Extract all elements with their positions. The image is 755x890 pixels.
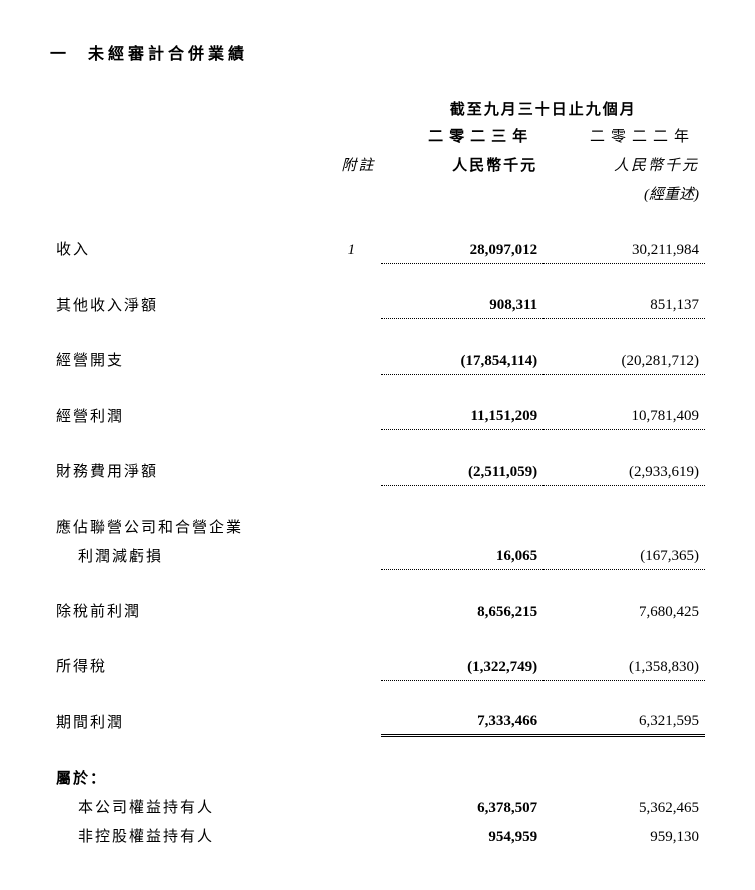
val-finance-cost-prior: (2,933,619) [543, 456, 705, 485]
label-share-assoc-1: 應佔聯營公司和合營企業 [50, 512, 321, 541]
section-number: 一 [50, 40, 80, 64]
section-title: 一 未經審計合併業績 [50, 40, 705, 64]
val-attrib-nci-prior: 959,130 [543, 821, 705, 850]
header-unit-current: 人民幣千元 [381, 150, 543, 179]
header-unit-prior: 人民幣千元 [543, 150, 705, 179]
row-attrib-nci: 非控股權益持有人 954,959 959,130 [50, 821, 705, 850]
label-pbt: 除稅前利潤 [50, 596, 321, 625]
val-op-expenses-prior: (20,281,712) [543, 345, 705, 374]
row-attrib-header: 屬於： [50, 763, 705, 792]
row-tax: 所得稅 (1,322,749) (1,358,830) [50, 651, 705, 680]
label-attrib-owners: 本公司權益持有人 [50, 792, 321, 821]
val-period-profit-current: 7,333,466 [381, 707, 543, 736]
label-tax: 所得稅 [50, 651, 321, 680]
val-revenue-prior: 30,211,984 [543, 234, 705, 263]
label-revenue: 收入 [50, 234, 321, 263]
val-tax-prior: (1,358,830) [543, 651, 705, 680]
label-op-profit: 經營利潤 [50, 401, 321, 430]
header-year-prior: 二零二二年 [543, 121, 705, 150]
label-period-profit: 期間利潤 [50, 707, 321, 736]
label-attrib-nci: 非控股權益持有人 [50, 821, 321, 850]
row-op-expenses: 經營開支 (17,854,114) (20,281,712) [50, 345, 705, 374]
val-pbt-prior: 7,680,425 [543, 596, 705, 625]
row-share-assoc-line2: 利潤減虧損 16,065 (167,365) [50, 541, 705, 570]
val-share-assoc-prior: (167,365) [543, 541, 705, 570]
row-share-assoc-line1: 應佔聯營公司和合營企業 [50, 512, 705, 541]
label-share-assoc-2: 利潤減虧損 [50, 541, 321, 570]
val-share-assoc-current: 16,065 [381, 541, 543, 570]
val-pbt-current: 8,656,215 [381, 596, 543, 625]
row-pbt: 除稅前利潤 8,656,215 7,680,425 [50, 596, 705, 625]
label-op-expenses: 經營開支 [50, 345, 321, 374]
val-attrib-owners-prior: 5,362,465 [543, 792, 705, 821]
val-op-profit-prior: 10,781,409 [543, 401, 705, 430]
val-other-income-current: 908,311 [381, 290, 543, 319]
header-note-label: 附註 [321, 150, 381, 179]
label-attrib: 屬於： [50, 763, 321, 792]
note-revenue: 1 [321, 234, 381, 263]
val-period-profit-prior: 6,321,595 [543, 707, 705, 736]
row-op-profit: 經營利潤 11,151,209 10,781,409 [50, 401, 705, 430]
header-year-current: 二零二三年 [381, 121, 543, 150]
section-title-text: 未經審計合併業績 [88, 46, 248, 63]
header-period: 截至九月三十日止九個月 [381, 94, 705, 121]
val-other-income-prior: 851,137 [543, 290, 705, 319]
val-revenue-current: 28,097,012 [381, 234, 543, 263]
financial-table: 截至九月三十日止九個月 二零二三年 二零二二年 附註 人民幣千元 人民幣千元 (… [50, 94, 705, 850]
row-period-profit: 期間利潤 7,333,466 6,321,595 [50, 707, 705, 736]
row-attrib-owners: 本公司權益持有人 6,378,507 5,362,465 [50, 792, 705, 821]
val-finance-cost-current: (2,511,059) [381, 456, 543, 485]
val-attrib-nci-current: 954,959 [381, 821, 543, 850]
row-other-income: 其他收入淨額 908,311 851,137 [50, 290, 705, 319]
label-other-income: 其他收入淨額 [50, 290, 321, 319]
row-finance-cost: 財務費用淨額 (2,511,059) (2,933,619) [50, 456, 705, 485]
val-op-profit-current: 11,151,209 [381, 401, 543, 430]
val-op-expenses-current: (17,854,114) [381, 345, 543, 374]
header-restated: (經重述) [543, 179, 705, 208]
val-tax-current: (1,322,749) [381, 651, 543, 680]
label-finance-cost: 財務費用淨額 [50, 456, 321, 485]
row-revenue: 收入 1 28,097,012 30,211,984 [50, 234, 705, 263]
val-attrib-owners-current: 6,378,507 [381, 792, 543, 821]
